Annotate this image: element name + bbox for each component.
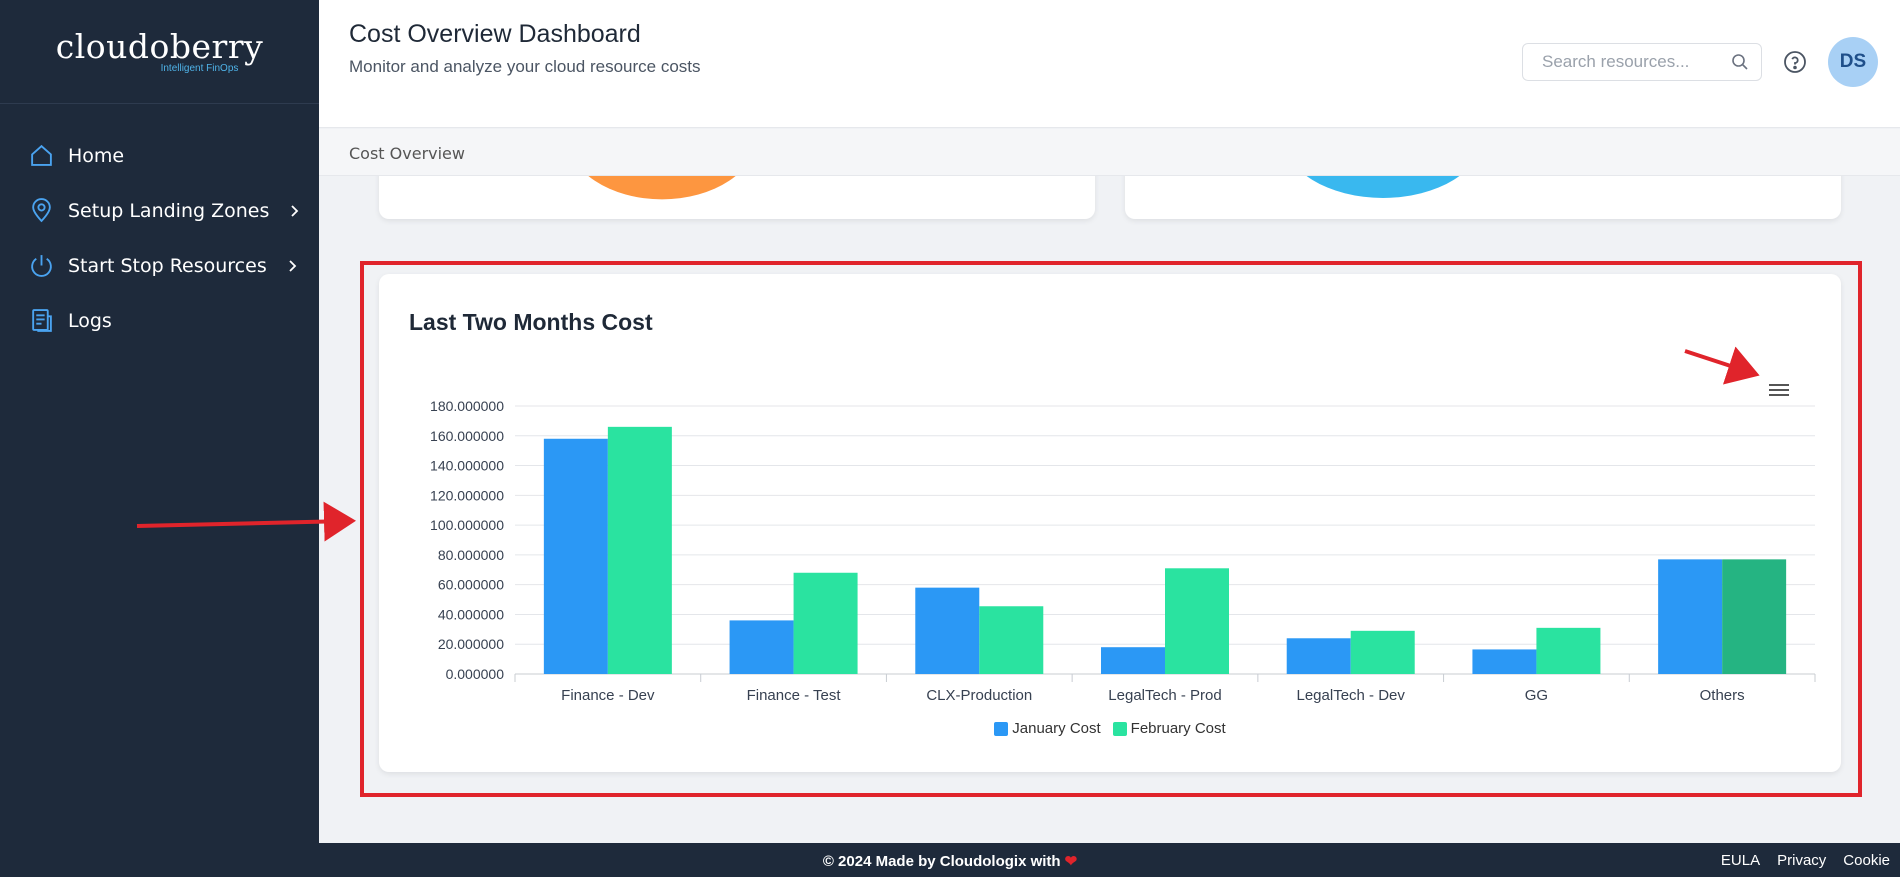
power-icon [31, 255, 52, 277]
chevron-right-icon [291, 204, 299, 217]
footer-credit: © 2024 Made by Cloudologix with ❤ [0, 852, 1900, 870]
breadcrumb-bar: Cost Overview [319, 129, 1900, 176]
y-tick-label: 180.000000 [430, 398, 504, 414]
last-two-months-cost-card: Last Two Months Cost 0.000000 20.000000 40… [379, 274, 1841, 772]
chart-menu-icon[interactable] [1767, 381, 1791, 399]
x-tick-label: LegalTech - Prod [1108, 687, 1221, 704]
legend-swatch-february [1112, 721, 1127, 736]
y-tick-label: 160.000000 [430, 428, 504, 444]
user-avatar[interactable]: DS [1828, 37, 1878, 87]
y-tick-label: 140.000000 [430, 458, 504, 474]
bar-february[interactable] [793, 572, 858, 674]
footer-link-privacy[interactable]: Privacy [1777, 852, 1827, 869]
sidebar-item-home[interactable]: Home [0, 128, 319, 183]
home-icon [31, 144, 52, 166]
legend-item-january[interactable]: January Cost [994, 720, 1101, 737]
sidebar-item-logs[interactable]: Logs [0, 293, 319, 348]
breadcrumb[interactable]: Cost Overview [349, 144, 465, 163]
pie-chart-left [567, 176, 757, 200]
bar-february[interactable] [1722, 559, 1787, 674]
brand-tagline: Intelligent FinOps [160, 63, 239, 74]
page-footer: © 2024 Made by Cloudologix with ❤ EULA Pr… [0, 843, 1900, 877]
heart-icon: ❤ [1064, 853, 1078, 870]
page-subtitle: Monitor and analyze your cloud resource … [349, 57, 701, 76]
footer-link-cookie[interactable]: Cookie [1843, 852, 1890, 869]
map-pin-icon [32, 198, 51, 223]
sidebar-item-label: Setup Landing Zones [68, 199, 270, 222]
page-header: Cost Overview Dashboard Monitor and anal… [319, 0, 1900, 128]
chevron-right-icon [289, 259, 297, 272]
y-tick-label: 60.000000 [438, 577, 504, 593]
y-tick-label: 80.000000 [438, 547, 504, 563]
bar-february[interactable] [1350, 630, 1415, 674]
bar-january[interactable] [915, 587, 980, 674]
chart-title: Last Two Months Cost [409, 309, 653, 335]
x-tick-label: CLX-Production [926, 687, 1032, 704]
bar-january[interactable] [1658, 559, 1723, 674]
x-tick-label: Finance - Test [747, 687, 842, 704]
x-tick-label: GG [1525, 687, 1548, 704]
sidebar-item-setup-landing-zones[interactable]: Setup Landing Zones [0, 183, 319, 238]
legend-label: February Cost [1130, 720, 1226, 737]
x-tick-label: Finance - Dev [561, 687, 655, 704]
pie-chart-right [1283, 176, 1483, 198]
page-title: Cost Overview Dashboard [349, 20, 641, 48]
sidebar: cloudoberry Intelligent FinOps Home Setu… [0, 0, 319, 877]
sidebar-item-label: Start Stop Resources [68, 254, 267, 277]
sidebar-item-start-stop-resources[interactable]: Start Stop Resources [0, 238, 319, 293]
bar-january[interactable] [1286, 638, 1351, 674]
y-tick-label: 40.000000 [438, 606, 504, 622]
legend-swatch-january [994, 721, 1009, 736]
search-input[interactable] [1542, 52, 1722, 72]
y-tick-label: 100.000000 [430, 517, 504, 533]
bar-january[interactable] [1472, 649, 1537, 674]
pie-slice-cyan[interactable] [1283, 176, 1483, 198]
y-tick-label: 120.000000 [430, 487, 504, 503]
pie-chart-card-right [1125, 176, 1841, 219]
footer-link-eula[interactable]: EULA [1720, 852, 1761, 869]
footer-links: EULA Privacy Cookie [1721, 852, 1890, 869]
bar-february[interactable] [607, 426, 672, 674]
pie-slice-orange[interactable] [567, 176, 757, 200]
help-icon[interactable] [1783, 50, 1807, 74]
brand-name: cloudoberry [55, 27, 264, 66]
y-tick-label: 20.000000 [438, 636, 504, 652]
sidebar-item-label: Home [68, 144, 125, 167]
sidebar-item-label: Logs [68, 309, 112, 332]
bar-february[interactable] [1536, 627, 1601, 674]
main-content: Last Two Months Cost 0.000000 20.000000 40… [319, 176, 1900, 843]
bar-january[interactable] [729, 620, 794, 674]
search-icon[interactable] [1731, 53, 1749, 71]
legend-label: January Cost [1012, 720, 1101, 737]
chart-legend: January Cost February Cost [379, 720, 1841, 737]
brand-logo[interactable]: cloudoberry Intelligent FinOps [0, 0, 319, 104]
x-tick-label: LegalTech - Dev [1297, 687, 1406, 704]
logs-icon [32, 309, 52, 332]
pie-chart-card-left [379, 176, 1095, 219]
y-tick-label: 0.000000 [446, 666, 505, 682]
footer-credit-text: © 2024 Made by Cloudologix with [822, 853, 1061, 870]
bar-february[interactable] [1165, 568, 1229, 674]
sidebar-nav: Home Setup Landing Zones Start Stop Reso… [0, 128, 319, 348]
bar-chart: 0.000000 20.000000 40.000000 60.000000 80.00… [430, 398, 1816, 704]
x-tick-label: Others [1700, 687, 1745, 704]
bar-february[interactable] [979, 606, 1044, 674]
bar-january[interactable] [1101, 647, 1165, 674]
legend-item-february[interactable]: February Cost [1112, 720, 1226, 737]
bar-january[interactable] [543, 438, 608, 674]
search-box[interactable] [1522, 43, 1762, 81]
